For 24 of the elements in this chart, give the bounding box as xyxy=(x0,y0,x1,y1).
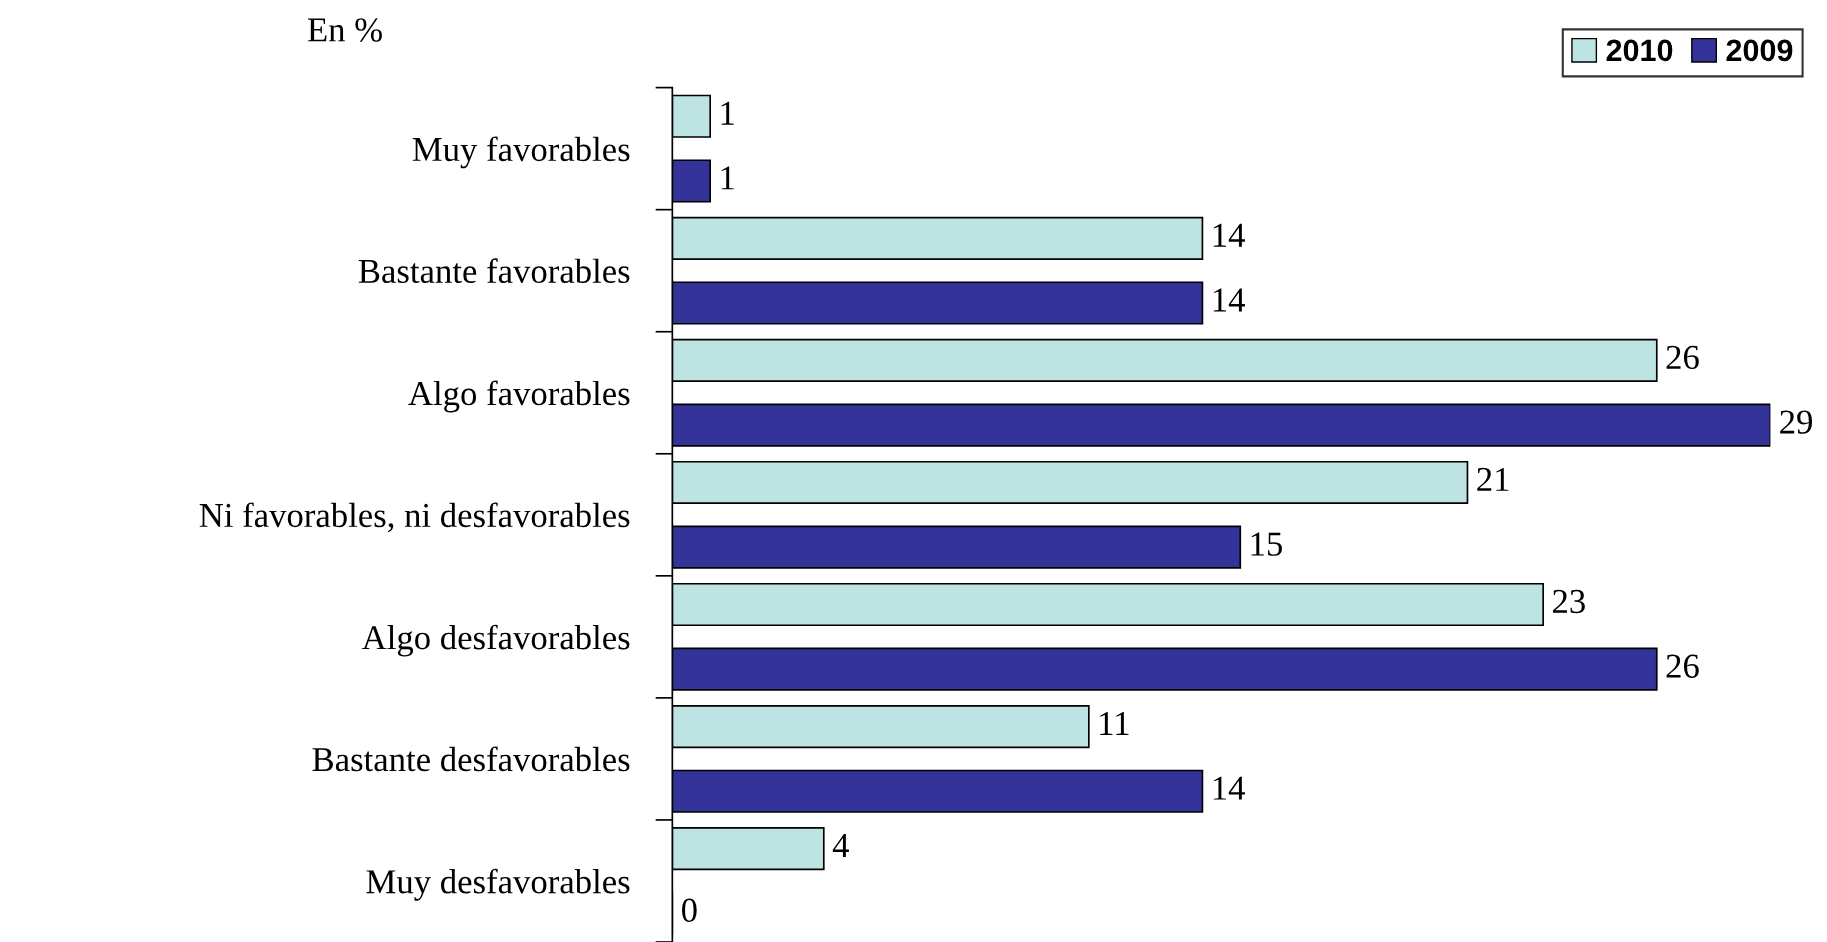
data-label: 26 xyxy=(1666,654,1699,678)
y-tick-label: Muy favorables xyxy=(412,136,630,169)
y-tick-label: Bastante favorables xyxy=(358,258,630,284)
y-tick-label: Algo desfavorables xyxy=(361,624,630,657)
data-label: 23 xyxy=(1553,589,1585,614)
y-tick-label: Muy desfavorables xyxy=(366,868,630,901)
data-label: 21 xyxy=(1477,467,1509,491)
data-label: 14 xyxy=(1213,223,1245,247)
y-tick-label: Bastante desfavorables xyxy=(312,746,630,772)
legend-label: 2009 xyxy=(1726,39,1793,62)
data-label: 1 xyxy=(721,166,734,190)
data-label: 0 xyxy=(681,898,697,923)
data-label: 14 xyxy=(1213,776,1245,800)
data-label: 29 xyxy=(1780,410,1812,434)
text: En % xyxy=(307,18,382,42)
data-label: 15 xyxy=(1251,532,1282,556)
y-tick-label: Ni favorables, ni desfavorables xyxy=(199,502,630,533)
y-tick-label: Algo favorables xyxy=(408,380,630,413)
data-label: 4 xyxy=(832,834,849,857)
data-label: 26 xyxy=(1666,345,1699,370)
legend-label: 2010 xyxy=(1606,39,1673,62)
data-label: 14 xyxy=(1213,288,1245,312)
data-label: 11 xyxy=(1100,712,1129,735)
data-label: 1 xyxy=(721,101,734,125)
